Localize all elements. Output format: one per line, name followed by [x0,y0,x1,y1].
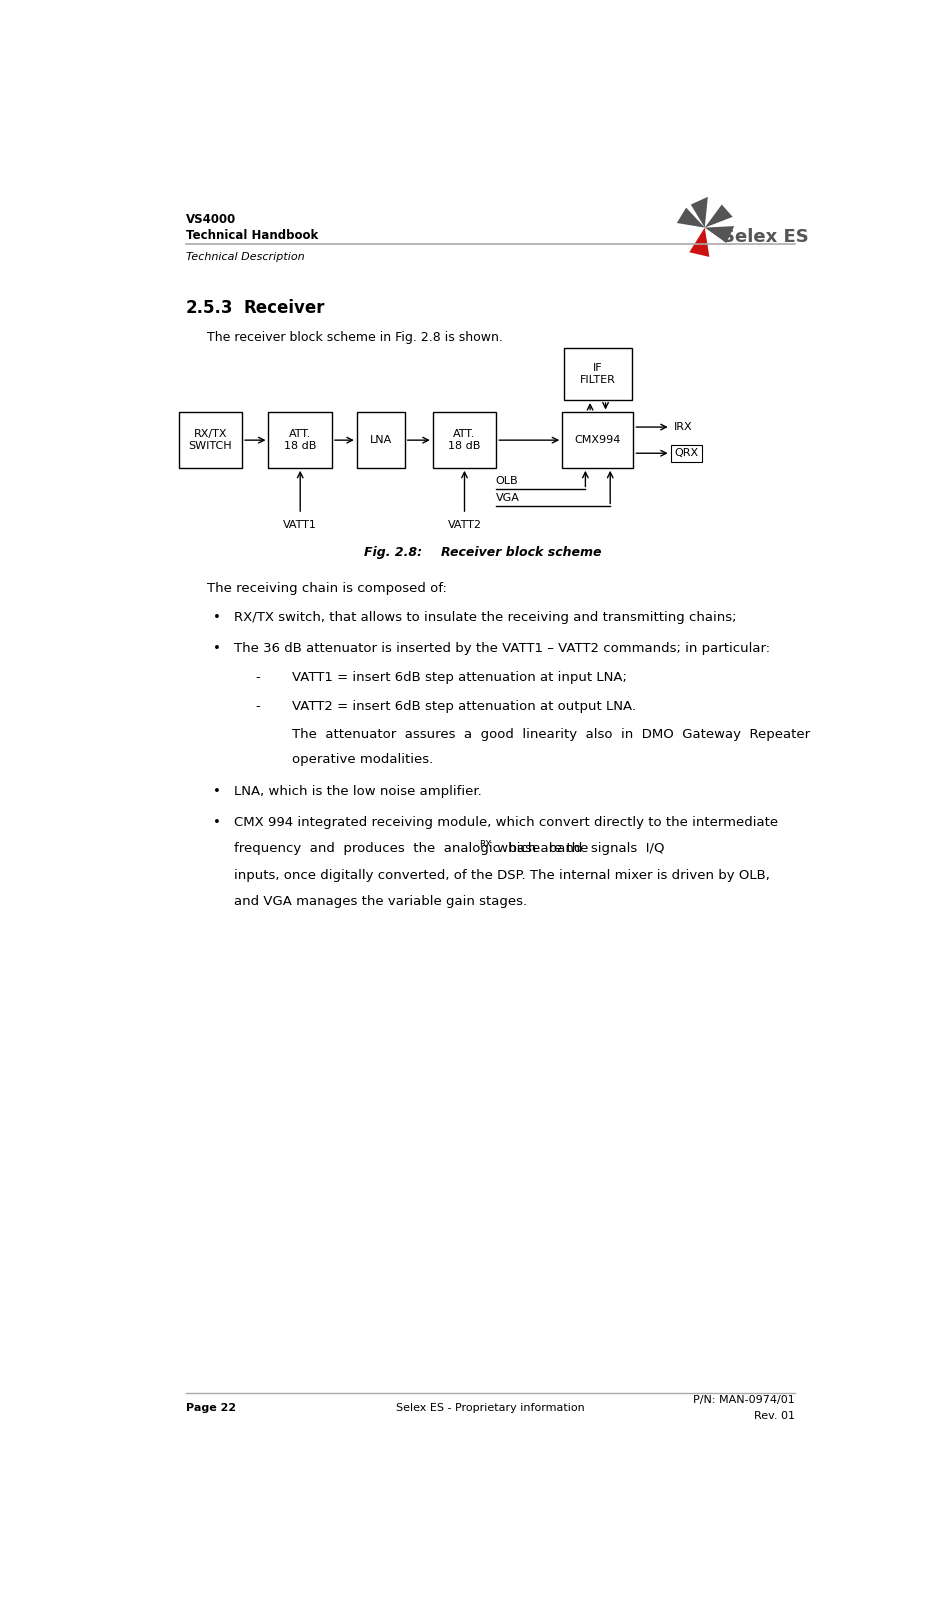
FancyBboxPatch shape [357,412,405,468]
Text: The receiver block scheme in Fig. 2.8 is shown.: The receiver block scheme in Fig. 2.8 is… [207,331,503,344]
Text: IRX: IRX [674,421,693,433]
FancyBboxPatch shape [670,444,702,462]
Text: Selex ES: Selex ES [721,227,808,246]
Text: -: - [256,700,260,713]
Text: 2.5.3: 2.5.3 [185,300,233,318]
Polygon shape [677,207,705,227]
Text: •: • [213,815,220,828]
Polygon shape [705,225,734,243]
Text: VATT1: VATT1 [283,520,317,530]
Text: RX: RX [479,840,491,849]
Text: VGA: VGA [495,493,519,503]
Text: QRX: QRX [674,449,698,459]
FancyBboxPatch shape [179,412,242,468]
Text: Fig. 2.8:: Fig. 2.8: [364,546,422,559]
Text: Technical Description: Technical Description [185,251,304,261]
Text: The receiving chain is composed of:: The receiving chain is composed of: [207,582,447,595]
Text: VATT2: VATT2 [447,520,482,530]
Text: LNA, which is the low noise amplifier.: LNA, which is the low noise amplifier. [233,785,482,798]
Polygon shape [705,204,732,227]
Text: LNA: LNA [369,434,392,446]
Text: VATT1 = insert 6dB step attenuation at input LNA;: VATT1 = insert 6dB step attenuation at i… [293,671,627,684]
Text: The  attenuator  assures  a  good  linearity  also  in  DMO  Gateway  Repeater: The attenuator assures a good linearity … [293,728,810,741]
Polygon shape [691,196,707,227]
Text: •: • [213,785,220,798]
Text: OLB: OLB [495,477,519,486]
Text: which are the: which are the [494,843,589,856]
Text: Rev. 01: Rev. 01 [754,1410,795,1420]
Text: CMX 994 integrated receiving module, which convert directly to the intermediate: CMX 994 integrated receiving module, whi… [233,815,778,828]
FancyBboxPatch shape [432,412,496,468]
Text: ATT.
18 dB: ATT. 18 dB [448,430,481,451]
Text: Receiver: Receiver [244,300,325,318]
Text: VATT2 = insert 6dB step attenuation at output LNA.: VATT2 = insert 6dB step attenuation at o… [293,700,636,713]
Text: •: • [213,642,220,655]
Text: RX/TX
SWITCH: RX/TX SWITCH [189,430,232,451]
Text: operative modalities.: operative modalities. [293,754,433,767]
Text: Technical Handbook: Technical Handbook [185,229,318,242]
FancyBboxPatch shape [562,412,633,468]
Text: RX/TX switch, that allows to insulate the receiving and transmitting chains;: RX/TX switch, that allows to insulate th… [233,611,736,624]
Text: VS4000: VS4000 [185,212,236,225]
FancyBboxPatch shape [564,349,632,400]
Text: CMX994: CMX994 [575,434,621,446]
Text: ATT.
18 dB: ATT. 18 dB [284,430,317,451]
Text: •: • [213,611,220,624]
FancyBboxPatch shape [269,412,332,468]
Text: inputs, once digitally converted, of the DSP. The internal mixer is driven by OL: inputs, once digitally converted, of the… [233,869,770,882]
Text: The 36 dB attenuator is inserted by the VATT1 – VATT2 commands; in particular:: The 36 dB attenuator is inserted by the … [233,642,770,655]
Text: frequency  and  produces  the  analogic  base  band  signals  I/Q: frequency and produces the analogic base… [233,843,664,856]
Text: -: - [256,671,260,684]
Text: Receiver block scheme: Receiver block scheme [442,546,602,559]
Polygon shape [689,227,709,256]
Text: and VGA manages the variable gain stages.: and VGA manages the variable gain stages… [233,895,527,908]
Text: P/N: MAN-0974/01: P/N: MAN-0974/01 [693,1396,795,1405]
Text: Selex ES - Proprietary information: Selex ES - Proprietary information [395,1404,584,1414]
Text: Page 22: Page 22 [185,1404,235,1414]
Text: IF
FILTER: IF FILTER [580,363,616,384]
